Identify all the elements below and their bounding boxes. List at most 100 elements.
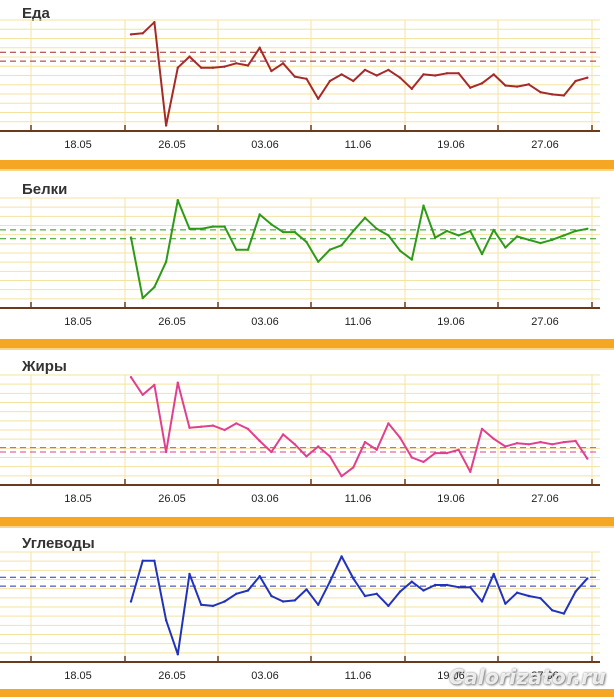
data-point [492, 437, 495, 440]
data-point [422, 73, 425, 76]
data-point [223, 65, 226, 68]
data-point [539, 440, 542, 444]
data-point [270, 450, 273, 454]
chart-panel: Жиры 18.05 26.05 03.06 11.06 19.06 27.06 [0, 358, 600, 505]
data-point [469, 470, 472, 473]
data-point [422, 204, 425, 207]
data-point [188, 572, 191, 576]
data-point [164, 124, 168, 127]
data-point [562, 440, 566, 444]
data-point [586, 227, 589, 230]
data-point [305, 240, 308, 244]
data-point [375, 227, 378, 230]
data-point [211, 604, 215, 608]
data-point [223, 225, 226, 228]
data-point [328, 580, 332, 583]
x-tick-label: 11.06 [345, 493, 372, 505]
data-point [258, 213, 261, 216]
data-point [176, 66, 179, 69]
data-point [293, 599, 296, 602]
data-point [504, 84, 507, 87]
data-point [352, 577, 355, 580]
data-point [235, 592, 238, 595]
data-point [387, 234, 390, 237]
data-point [317, 603, 320, 606]
x-tick-label: 19.06 [437, 139, 465, 151]
data-point [281, 230, 285, 234]
x-tick-label: 03.06 [251, 316, 279, 328]
data-point [562, 94, 566, 97]
section-divider-shadow [0, 169, 614, 171]
data-point [504, 602, 507, 605]
data-point [515, 85, 519, 88]
data-point [129, 33, 133, 36]
x-tick-label: 11.06 [345, 316, 372, 328]
data-point [457, 234, 460, 237]
x-tick-label: 11.06 [345, 139, 372, 151]
data-point [188, 227, 191, 230]
chart-title: Жиры [21, 358, 67, 375]
x-tick-label: 27.06 [531, 493, 559, 505]
data-point [270, 223, 273, 226]
data-point [457, 586, 460, 589]
section-divider-band [0, 689, 614, 697]
data-point [235, 62, 238, 65]
data-point [211, 66, 215, 69]
x-tick-label: 27.06 [531, 670, 559, 682]
data-point [375, 592, 378, 595]
data-point [164, 450, 168, 454]
data-point [457, 72, 460, 75]
data-point [387, 604, 390, 608]
data-point [551, 238, 554, 241]
data-point [188, 426, 191, 429]
data-point [574, 79, 577, 83]
data-point [176, 199, 179, 202]
data-point [410, 456, 413, 459]
data-point [352, 79, 355, 83]
data-point [141, 32, 144, 35]
data-point [527, 443, 530, 446]
data-point [246, 64, 250, 67]
watermark: Calorizator.ru [449, 665, 606, 689]
x-tick-label: 26.05 [158, 670, 186, 682]
data-point [235, 422, 238, 425]
series-line [130, 376, 589, 478]
data-point [340, 475, 343, 478]
x-tick-label: 27.06 [531, 316, 559, 328]
data-point [246, 589, 250, 592]
data-point [281, 433, 285, 436]
data-point [293, 230, 296, 234]
data-point [434, 236, 437, 239]
data-point [445, 72, 449, 75]
data-point [480, 252, 484, 256]
data-point [153, 21, 156, 24]
data-point [200, 425, 203, 428]
x-tick-label: 26.05 [158, 139, 186, 151]
data-point [176, 653, 179, 656]
data-point [153, 383, 156, 387]
data-point [586, 76, 589, 79]
x-tick-label: 03.06 [251, 670, 279, 682]
data-point [387, 422, 390, 425]
data-point [129, 236, 133, 239]
data-point [504, 246, 507, 249]
data-point [515, 442, 519, 445]
section-divider-shadow [0, 348, 614, 350]
data-point [492, 228, 495, 232]
data-point [410, 87, 413, 91]
data-point [258, 46, 261, 49]
data-point [153, 559, 156, 562]
data-point [293, 443, 296, 446]
data-point [211, 424, 215, 427]
data-point [375, 74, 378, 77]
data-point [492, 73, 495, 76]
data-point [340, 555, 343, 558]
data-point [445, 229, 449, 233]
data-point [527, 83, 530, 86]
x-tick-label: 19.06 [437, 493, 465, 505]
x-tick-label: 18.05 [64, 316, 92, 328]
data-point [246, 248, 250, 251]
data-point [200, 66, 203, 69]
data-point [363, 68, 367, 72]
